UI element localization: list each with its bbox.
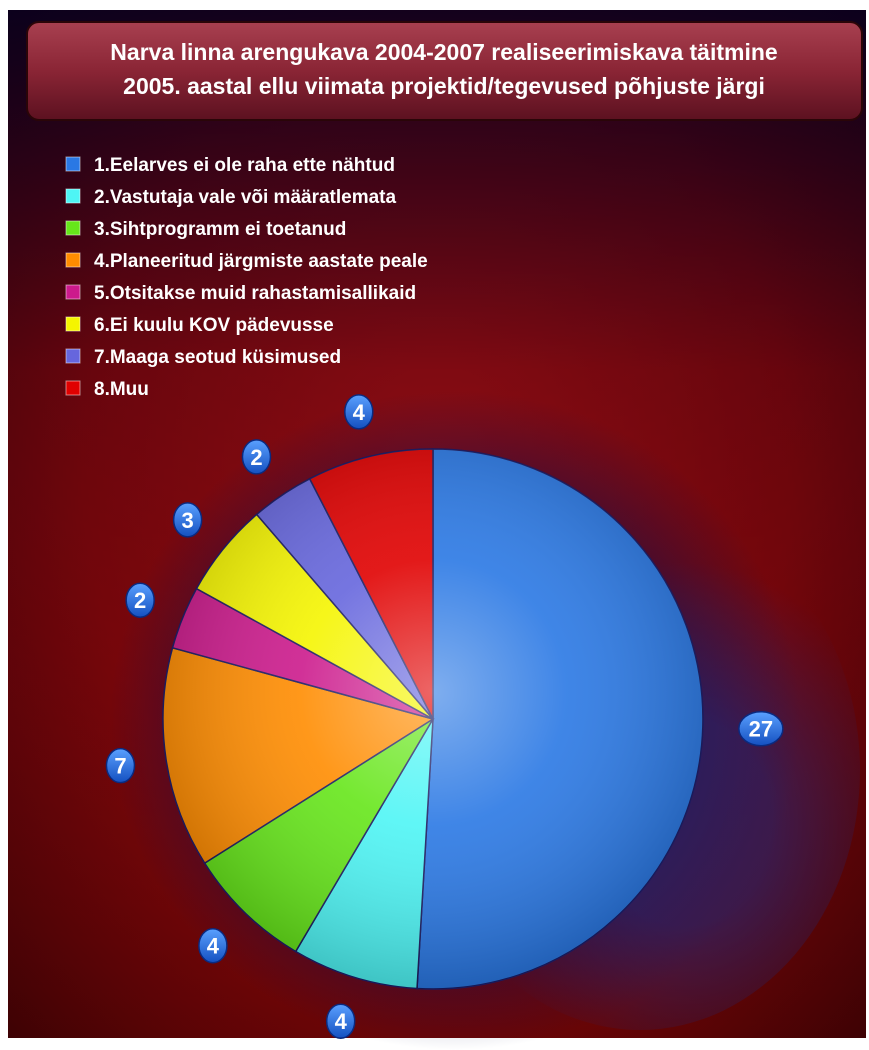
value-label-6: 3 <box>181 508 193 533</box>
legend-label-1: 1.Eelarves ei ole raha ette nähtud <box>94 155 395 176</box>
legend-swatch-1 <box>65 156 81 172</box>
legend-swatch-5 <box>65 284 81 300</box>
value-label-1: 27 <box>749 717 773 742</box>
value-badge-6 <box>172 502 203 538</box>
legend-swatch-6 <box>65 316 81 332</box>
value-label-3: 4 <box>207 934 220 959</box>
value-badge-5 <box>125 582 155 618</box>
legend-label-4: 4.Planeeritud järgmiste aastate peale <box>94 251 428 272</box>
value-badge-1 <box>738 710 784 747</box>
legend: 1.Eelarves ei ole raha ette nähtud 2.Vast… <box>65 155 428 400</box>
value-label-4: 7 <box>114 754 126 779</box>
legend-swatch-8 <box>65 380 81 396</box>
legend-label-2: 2.Vastutaja vale või määratlemata <box>94 187 396 208</box>
value-badges: 27 4 4 7 2 3 2 4 <box>105 394 784 1039</box>
value-badge-2 <box>325 1003 356 1039</box>
value-label-5: 2 <box>134 588 146 613</box>
legend-swatch-2 <box>65 188 81 204</box>
value-badge-4 <box>105 747 136 784</box>
chart-title: Narva linna arengukava 2004-2007 realise… <box>110 39 777 65</box>
value-badge-8 <box>344 394 374 430</box>
legend-swatch-7 <box>65 348 81 364</box>
legend-label-6: 6.Ei kuulu KOV pädevusse <box>94 315 334 336</box>
value-label-2: 4 <box>335 1009 348 1034</box>
pie-slices <box>162 448 704 990</box>
value-label-7: 2 <box>250 445 262 470</box>
legend-label-8: 8.Muu <box>94 379 149 400</box>
legend-swatch-3 <box>65 220 81 236</box>
value-badge-7 <box>241 439 272 475</box>
legend-swatch-4 <box>65 252 81 268</box>
chart-subtitle: 2005. aastal ellu viimata projektid/tege… <box>123 73 765 99</box>
value-label-8: 4 <box>353 400 366 425</box>
legend-label-3: 3.Sihtprogramm ei toetanud <box>94 219 346 240</box>
legend-label-5: 5.Otsitakse muid rahastamisallikaid <box>94 283 416 304</box>
legend-label-7: 7.Maaga seotud küsimused <box>94 347 341 368</box>
title-box <box>26 21 863 121</box>
value-badge-3 <box>198 927 228 964</box>
